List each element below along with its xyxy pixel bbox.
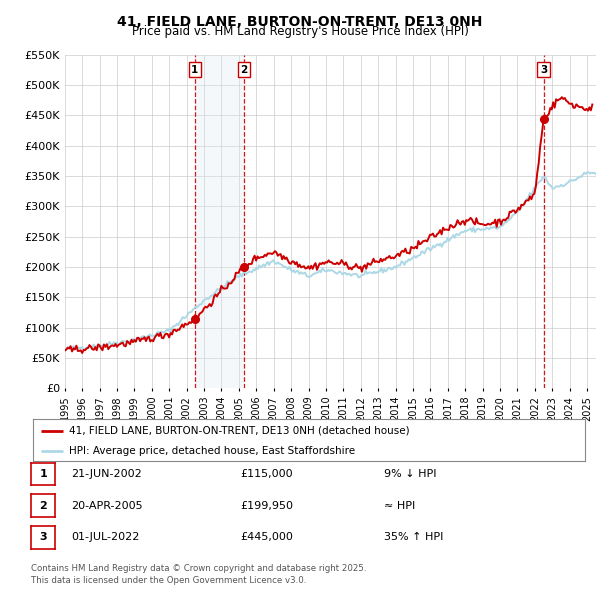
Text: 41, FIELD LANE, BURTON-ON-TRENT, DE13 0NH (detached house): 41, FIELD LANE, BURTON-ON-TRENT, DE13 0N… [69,426,410,436]
Text: 2: 2 [40,501,47,510]
Text: 2: 2 [241,65,248,75]
Text: 9% ↓ HPI: 9% ↓ HPI [384,469,437,478]
Text: 01-JUL-2022: 01-JUL-2022 [71,533,139,542]
Text: ≈ HPI: ≈ HPI [384,501,415,510]
Text: Price paid vs. HM Land Registry's House Price Index (HPI): Price paid vs. HM Land Registry's House … [131,25,469,38]
Text: 3: 3 [40,533,47,542]
Text: 21-JUN-2002: 21-JUN-2002 [71,469,142,478]
Text: £115,000: £115,000 [240,469,293,478]
Text: Contains HM Land Registry data © Crown copyright and database right 2025.
This d: Contains HM Land Registry data © Crown c… [31,565,367,585]
Text: £445,000: £445,000 [240,533,293,542]
Text: 1: 1 [191,65,199,75]
Text: 41, FIELD LANE, BURTON-ON-TRENT, DE13 0NH: 41, FIELD LANE, BURTON-ON-TRENT, DE13 0N… [118,15,482,29]
Bar [195,55,244,388]
Text: 1: 1 [40,469,47,478]
Text: 3: 3 [540,65,547,75]
Text: 35% ↑ HPI: 35% ↑ HPI [384,533,443,542]
Text: £199,950: £199,950 [240,501,293,510]
Text: HPI: Average price, detached house, East Staffordshire: HPI: Average price, detached house, East… [69,446,355,456]
Text: 20-APR-2005: 20-APR-2005 [71,501,142,510]
